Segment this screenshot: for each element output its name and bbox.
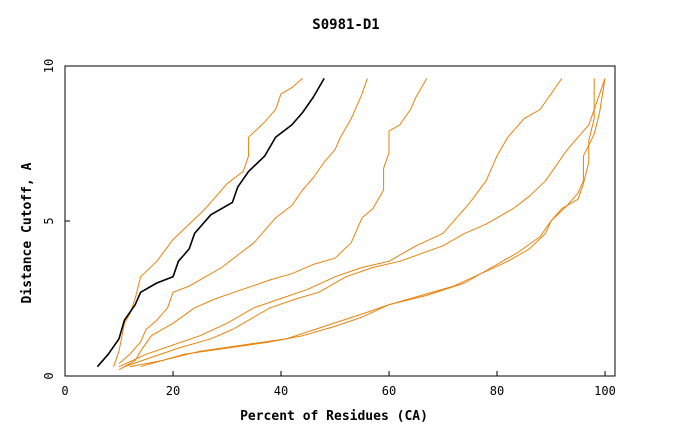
x-axis: 0 20 40 60 80 100: [61, 371, 616, 398]
series-line-highlight: [96, 77, 325, 368]
x-tick-label: 40: [274, 384, 288, 398]
series-line-model-4: [118, 78, 428, 371]
y-tick-label: 10: [42, 59, 56, 73]
x-tick-label: 0: [61, 384, 68, 398]
series-line-model-8: [140, 78, 595, 368]
x-tick-label: 80: [490, 384, 504, 398]
chart-title: S0981-D1: [312, 17, 379, 33]
series-line-model-3: [118, 78, 368, 364]
x-axis-label: Percent of Residues (CA): [240, 409, 428, 424]
plot-frame: [64, 65, 616, 377]
series-line-model-2: [113, 78, 303, 367]
y-axis: 0 5 10: [42, 59, 70, 380]
y-tick-label: 5: [42, 217, 56, 224]
x-tick-label: 20: [166, 384, 180, 398]
x-tick-label: 100: [594, 384, 616, 398]
series-layer: [96, 77, 606, 371]
y-axis-label: Distance Cutoff, A: [20, 162, 35, 303]
series-line-model-5: [118, 78, 563, 368]
x-tick-label: 60: [382, 384, 396, 398]
series-line-model-6: [124, 78, 606, 368]
series-line-model-7: [129, 78, 606, 368]
y-tick-label: 0: [42, 372, 56, 379]
